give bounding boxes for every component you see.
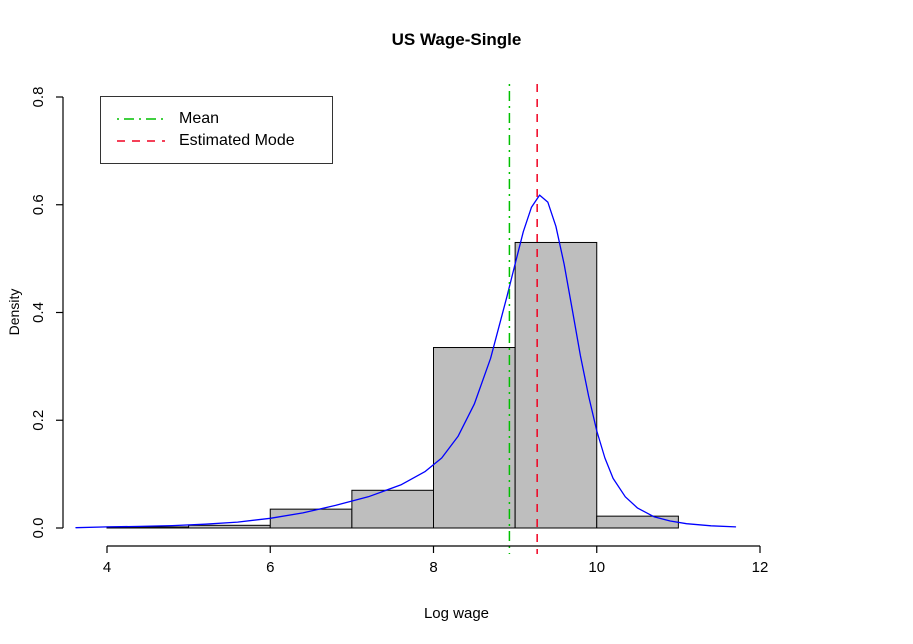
y-tick-label: 0.2 (30, 410, 47, 431)
legend-label-mean: Mean (179, 110, 220, 127)
histogram-bar (269, 508, 353, 529)
y-tick-label: 0.4 (30, 302, 47, 323)
x-tick-label: 6 (266, 559, 274, 576)
legend: Mean Estimated Mode (100, 96, 333, 164)
density-curve (75, 194, 737, 529)
histogram-bars (106, 241, 679, 529)
x-tick-label: 8 (429, 559, 437, 576)
legend-label-estimated-mode: Estimated Mode (179, 132, 295, 149)
density-curve-group (75, 194, 737, 529)
histogram-bar (596, 515, 679, 529)
legend-item-estimated-mode: Estimated Mode (115, 132, 332, 150)
histogram-bar (514, 241, 598, 529)
mode-line-sample-icon (117, 140, 165, 142)
y-tick-label: 0.8 (30, 87, 47, 108)
x-axis: 4 6 8 10 12 (103, 545, 769, 576)
y-axis: 0.0 0.2 0.4 0.6 0.8 (30, 87, 64, 539)
x-tick-label: 12 (752, 559, 769, 576)
reference-lines (508, 84, 538, 554)
y-axis-label: Density (6, 288, 22, 336)
mean-line-sample-icon (117, 118, 165, 120)
histogram-bar (188, 524, 271, 529)
x-axis-label: Log wage (423, 605, 490, 622)
legend-item-mean: Mean (115, 110, 332, 128)
x-tick-label: 10 (588, 559, 605, 576)
y-tick-label: 0.0 (30, 518, 47, 539)
chart-title: US Wage-Single (391, 30, 522, 49)
histogram-bar (433, 347, 516, 529)
y-tick-label: 0.6 (30, 194, 47, 215)
x-tick-label: 4 (103, 559, 111, 576)
histogram-bar (351, 489, 434, 529)
